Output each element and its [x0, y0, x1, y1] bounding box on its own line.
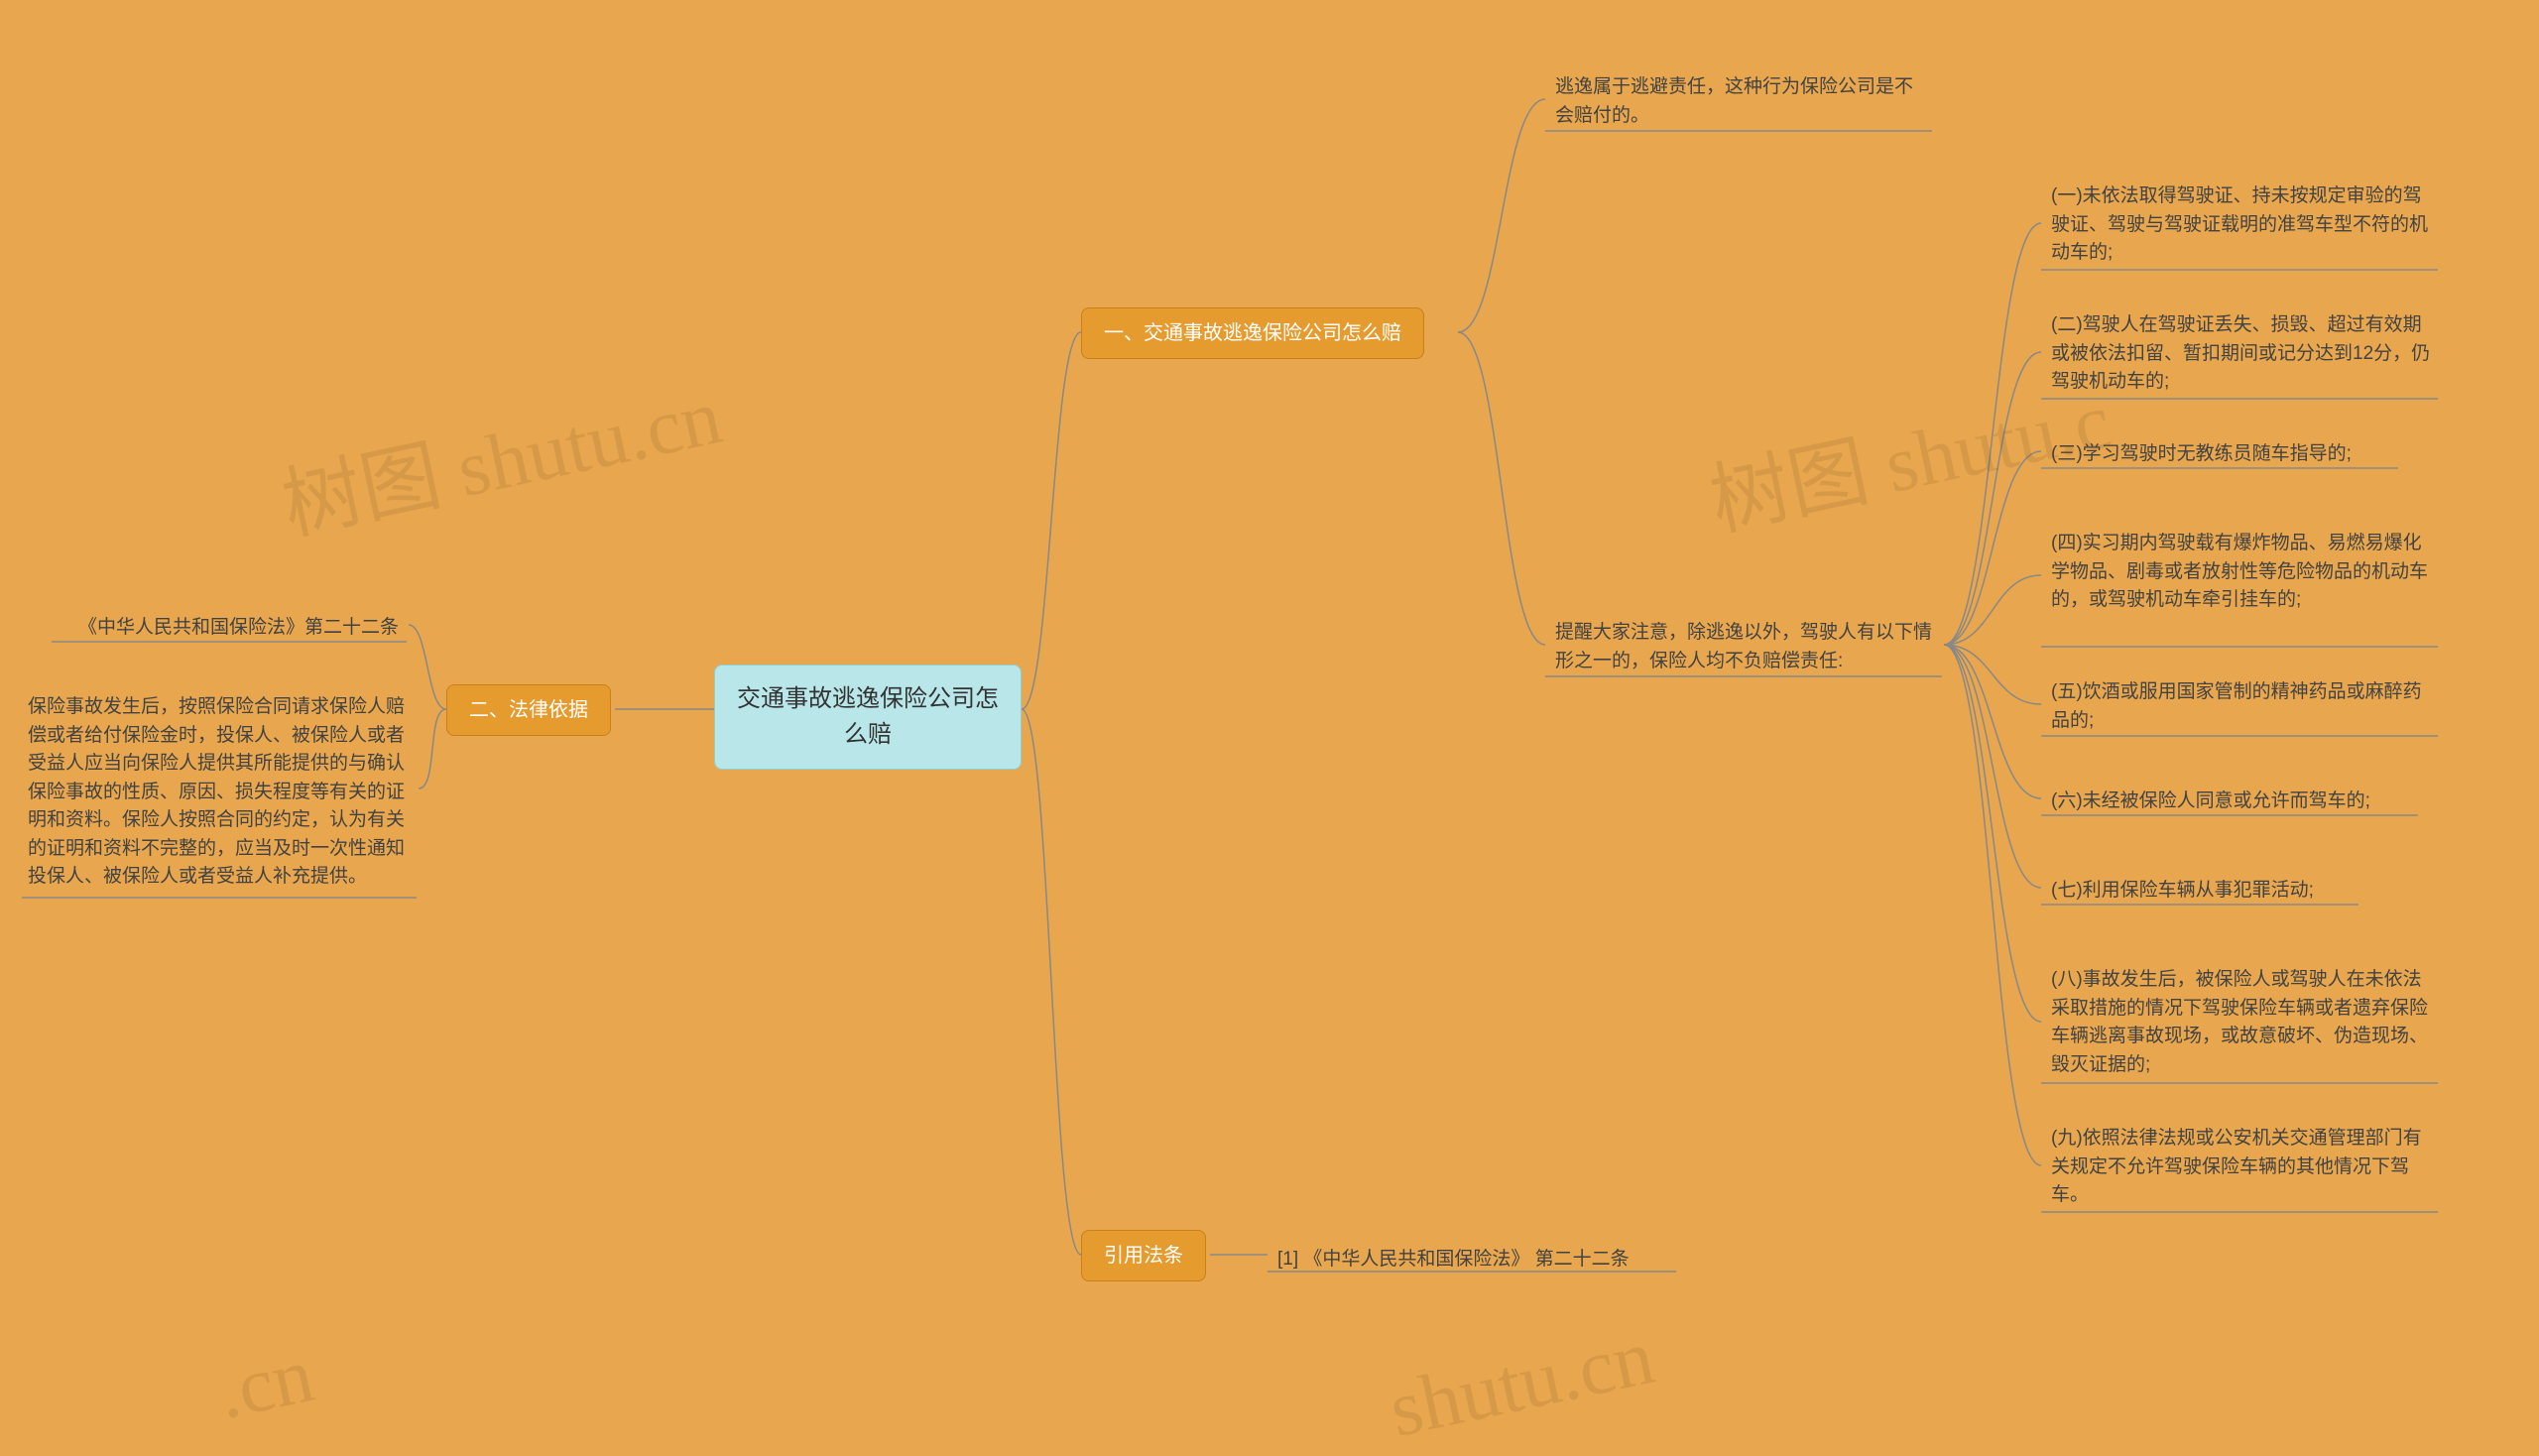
leaf-b2-2[interactable]: 保险事故发生后，按照保险合同请求保险人赔偿或者给付保险金时，投保人、被保险人或者…	[20, 689, 417, 896]
leaf-b1-1[interactable]: 逃逸属于逃避责任，这种行为保险公司是不会赔付的。	[1547, 69, 1924, 134]
branch-legal-basis[interactable]: 二、法律依据	[446, 684, 611, 736]
leaf-b1-2-6[interactable]: (六)未经被保险人同意或允许而驾车的;	[2043, 784, 2440, 820]
leaf-b1-2[interactable]: 提醒大家注意，除逃逸以外，驾驶人有以下情形之一的，保险人均不负赔偿责任:	[1547, 615, 1944, 679]
leaf-b1-2-4[interactable]: (四)实习期内驾驶载有爆炸物品、易燃易爆化学物品、剧毒或者放射性等危险物品的机动…	[2043, 526, 2440, 619]
leaf-b1-2-8[interactable]: (八)事故发生后，被保险人或驾驶人在未依法采取措施的情况下驾驶保险车辆或者遗弃保…	[2043, 962, 2440, 1083]
leaf-b2-1[interactable]: 《中华人民共和国保险法》第二十二条	[50, 610, 407, 647]
leaf-b1-2-2[interactable]: (二)驾驶人在驾驶证丢失、损毁、超过有效期或被依法扣留、暂扣期间或记分达到12分…	[2043, 307, 2440, 401]
leaf-b1-2-9[interactable]: (九)依照法律法规或公安机关交通管理部门有关规定不允许驾驶保险车辆的其他情况下驾…	[2043, 1121, 2440, 1214]
branch-section-1[interactable]: 一、交通事故逃逸保险公司怎么赔	[1081, 307, 1424, 359]
branch-citation[interactable]: 引用法条	[1081, 1230, 1206, 1281]
root-node[interactable]: 交通事故逃逸保险公司怎么赔	[714, 665, 1022, 770]
leaf-b1-2-7[interactable]: (七)利用保险车辆从事犯罪活动;	[2043, 873, 2440, 910]
leaf-b1-2-1[interactable]: (一)未依法取得驾驶证、持未按规定审验的驾驶证、驾驶与驾驶证载明的准驾车型不符的…	[2043, 179, 2440, 272]
leaf-b1-2-5[interactable]: (五)饮酒或服用国家管制的精神药品或麻醉药品的;	[2043, 674, 2440, 739]
leaf-b1-2-3[interactable]: (三)学习驾驶时无教练员随车指导的;	[2043, 436, 2440, 473]
leaf-b3-1[interactable]: [1] 《中华人民共和国保险法》 第二十二条	[1270, 1242, 1666, 1278]
